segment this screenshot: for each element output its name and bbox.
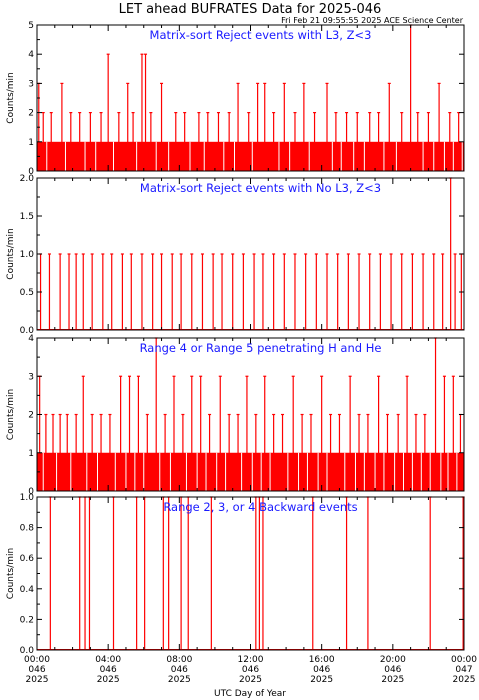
panel-title: Matrix-sort Reject events with No L3, Z<… [140, 181, 381, 195]
y-tick-label: 1.0 [20, 493, 35, 503]
panel-title: Range 2, 3, or 4 Backward events [163, 500, 357, 514]
y-tick-label: 4 [28, 50, 34, 60]
y-tick-label: 2 [28, 411, 34, 421]
y-tick-label: 3 [28, 372, 34, 382]
x-tick-label-line: 00:00 [451, 655, 477, 665]
x-tick-label-line: 046 [313, 665, 330, 675]
timestamp-label: Fri Feb 21 09:55:55 2025 ACE Science Cen… [281, 16, 464, 25]
x-tick-label-line: 046 [384, 665, 401, 675]
y-axis-label: Counts/min [6, 548, 16, 599]
y-tick-label: 2.0 [20, 174, 35, 184]
y-tick-label: 3 [28, 79, 34, 89]
x-tick-label-line: 08:00 [166, 655, 192, 665]
y-tick-label: 0.6 [20, 554, 35, 564]
y-tick-label: 0.0 [20, 646, 35, 656]
x-tick-label-line: 12:00 [238, 655, 264, 665]
y-tick-label: 4 [28, 334, 34, 344]
y-axis-label: Counts/min [6, 228, 16, 279]
panel-title: Matrix-sort Reject events with L3, Z<3 [150, 28, 372, 42]
x-tick-label-line: 046 [100, 665, 117, 675]
y-tick-label: 0.8 [20, 524, 35, 534]
y-tick-label: 0.0 [20, 326, 35, 336]
y-tick-label: 2 [28, 109, 34, 119]
x-axis-label: UTC Day of Year [214, 689, 286, 699]
y-axis-label: Counts/min [6, 389, 16, 440]
x-tick-label-line: 2025 [26, 675, 49, 685]
y-tick-label: 0 [28, 167, 34, 177]
panel-3: 0 1 2 3 4 Range 4 or Range 5 penetrating H an… [6, 334, 465, 497]
x-tick-label-line: 047 [455, 665, 472, 675]
x-tick-label-line: 20:00 [380, 655, 406, 665]
x-tick-label-line: 2025 [310, 675, 333, 685]
x-tick-label-line: 2025 [239, 675, 262, 685]
panel-2: 0.0 0.5 1.0 1.5 2.0 Matrix-sort Reject events… [6, 174, 465, 336]
x-tick-label-line: 2025 [453, 675, 476, 685]
y-tick-label: 1 [28, 138, 34, 148]
plot-frame [36, 177, 465, 331]
y-tick-label: 5 [28, 21, 34, 31]
x-tick-label-line: 2025 [381, 675, 404, 685]
plot-frame [36, 496, 465, 651]
x-tick-label-line: 046 [171, 665, 188, 675]
y-tick-label: 0.2 [20, 615, 34, 625]
x-tick-label-line: 2025 [168, 675, 191, 685]
x-tick-label-line: 00:00 [24, 655, 50, 665]
panels: 0 1 2 3 4 5 Matrix-sort Reject events with L3,… [6, 21, 465, 656]
x-axis: 00:00046202504:00046202508:00046202512:0… [24, 655, 477, 685]
x-tick-label-line: 2025 [97, 675, 120, 685]
panel-1: 0 1 2 3 4 5 Matrix-sort Reject events with L3,… [6, 21, 465, 177]
chart-title: LET ahead BUFRATES Data for 2025-046 [119, 2, 382, 17]
y-tick-label: 1 [28, 449, 34, 459]
x-tick-label-line: 046 [242, 665, 259, 675]
x-tick-label-line: 16:00 [309, 655, 335, 665]
y-tick-label: 0.5 [20, 288, 34, 298]
y-tick-label: 1.0 [20, 250, 35, 260]
x-tick-label-line: 046 [28, 665, 45, 675]
y-axis-label: Counts/min [6, 72, 16, 123]
baseline-fill [37, 452, 464, 491]
x-tick-label-line: 04:00 [95, 655, 121, 665]
panel-title: Range 4 or Range 5 penetrating H and He [140, 341, 382, 355]
panel-4: 0.0 0.2 0.4 0.6 0.8 1.0 Range 2, 3, or 4 Backw… [6, 493, 465, 656]
y-tick-label: 0.4 [20, 585, 35, 595]
y-tick-label: 1.5 [20, 212, 34, 222]
y-tick-label: 0 [28, 487, 34, 497]
